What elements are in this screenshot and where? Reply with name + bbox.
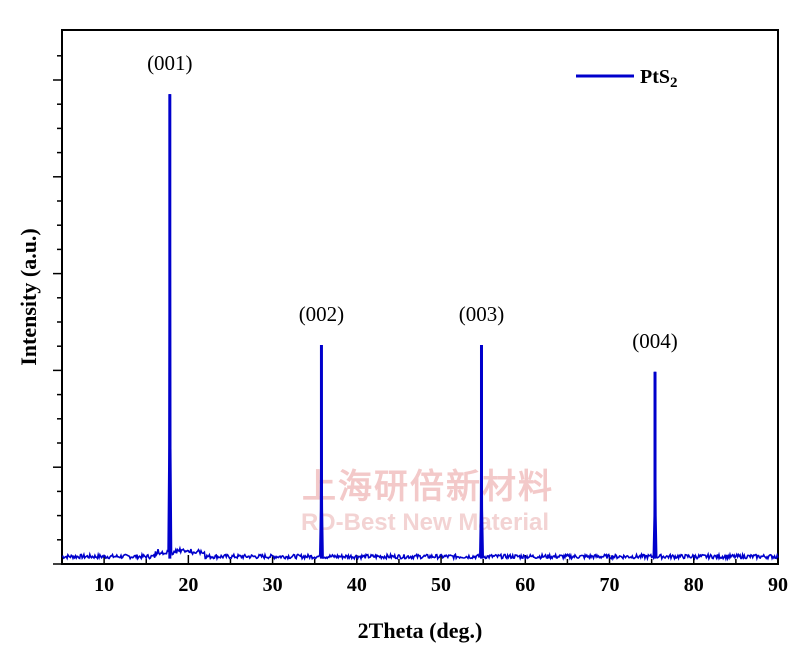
series-line-pts2 xyxy=(61,94,779,562)
x-ticks: 10 20 30 40 50 60 70 80 90 xyxy=(94,555,788,596)
x-tick-label: 30 xyxy=(263,574,283,596)
plot-frame xyxy=(61,29,779,565)
x-tick-label: 80 xyxy=(684,574,704,596)
peak-label: (003) xyxy=(459,302,505,326)
peak-label: (001) xyxy=(147,51,193,75)
x-tick-label: 20 xyxy=(178,574,198,596)
watermark-en: RD-Best New Material xyxy=(301,509,549,536)
annotations: (001) (002) (003) (004) xyxy=(147,51,678,353)
legend-label: PtS2 xyxy=(640,66,678,91)
x-tick-label: 60 xyxy=(515,574,535,596)
y-axis-title: Intensity (a.u.) xyxy=(16,228,41,366)
x-tick-label: 40 xyxy=(347,574,367,596)
peak-label: (002) xyxy=(299,302,345,326)
y-ticks xyxy=(53,55,62,565)
x-tick-label: 70 xyxy=(600,574,620,596)
legend: PtS2 xyxy=(576,66,678,91)
legend-subscript: 2 xyxy=(670,75,678,91)
x-tick-label: 50 xyxy=(431,574,451,596)
watermark-cn: 上海研倍新材料 xyxy=(302,467,554,507)
x-tick-label: 10 xyxy=(94,574,114,596)
x-tick-label: 90 xyxy=(768,574,788,596)
x-axis-title: 2Theta (deg.) xyxy=(358,618,483,643)
peak-label: (004) xyxy=(632,329,678,353)
series-group xyxy=(61,94,779,562)
